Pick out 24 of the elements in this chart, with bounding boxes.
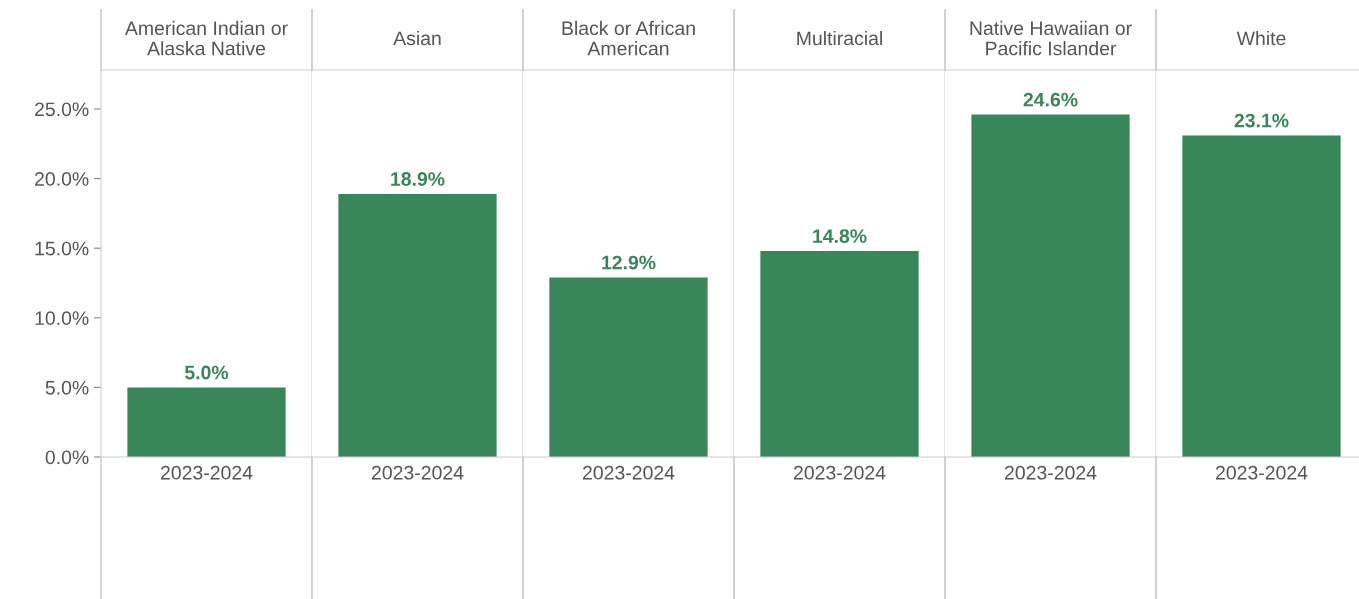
x-tick-label: 2023-2024: [160, 465, 253, 480]
y-tick-label: 0.0%: [45, 450, 89, 465]
x-tick-label: 2023-2024: [582, 465, 675, 480]
x-tick-label: 2023-2024: [1215, 465, 1308, 480]
chart-title: Multiracial: [797, 30, 882, 46]
data-label: 23.1%: [1234, 113, 1289, 128]
data-label: 5.0%: [184, 365, 229, 380]
y-tick-label: 20.0%: [35, 172, 89, 186]
x-tick-label: 2023-2024: [1004, 465, 1097, 480]
data-label: 12.9%: [602, 255, 656, 270]
chart-title: Black or African American: [562, 20, 695, 56]
y-tick-label: 15.0%: [35, 241, 89, 256]
x-tick-label: 2023-2024: [793, 465, 886, 480]
chart-title: White: [1236, 30, 1286, 46]
data-label: 18.9%: [391, 172, 445, 186]
y-tick-label: 25.0%: [35, 102, 89, 117]
chart-title: American Indian or Alaska Native: [124, 20, 288, 56]
x-tick-label: 2023-2024: [371, 465, 464, 480]
y-tick-label: 5.0%: [45, 380, 89, 395]
data-label: 24.6%: [1023, 92, 1078, 107]
y-tick-label: 10.0%: [35, 311, 89, 326]
data-label: 14.8%: [813, 229, 867, 243]
chart-title: Asian: [393, 30, 441, 46]
chart-title: Native Hawaiian or Pacific Islander: [970, 20, 1132, 56]
